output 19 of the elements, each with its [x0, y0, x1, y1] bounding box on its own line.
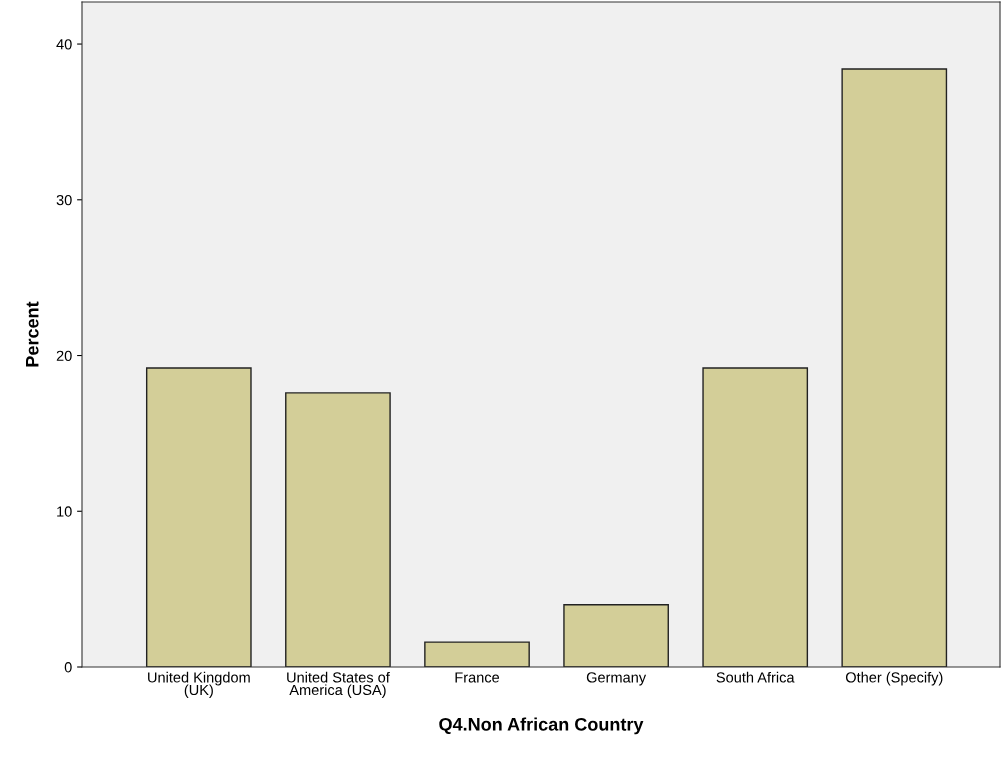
bar — [702, 367, 809, 667]
bar — [424, 641, 530, 667]
x-tick-label: South Africa — [716, 671, 795, 683]
bar — [145, 367, 252, 667]
x-tick-label: United Kingdom (UK) — [148, 671, 250, 698]
x-tick-label: Germany — [586, 672, 647, 686]
x-axis-title: Q4.Non African Country — [439, 717, 644, 735]
y-tick-label: 10 — [57, 506, 72, 517]
y-tick-label: 20 — [56, 350, 72, 361]
y-tick-label: 40 — [56, 39, 72, 50]
bar — [285, 392, 391, 667]
y-tick-label: 30 — [56, 194, 72, 206]
bar — [563, 604, 669, 667]
y-tick-label: 0 — [64, 662, 72, 673]
x-tick-label: France — [455, 672, 500, 683]
x-tick-label: Other (Specify) — [845, 671, 943, 686]
y-axis-title: Percent — [26, 301, 39, 367]
x-tick-label: United States of America (USA) — [287, 671, 390, 698]
bar — [841, 68, 948, 667]
